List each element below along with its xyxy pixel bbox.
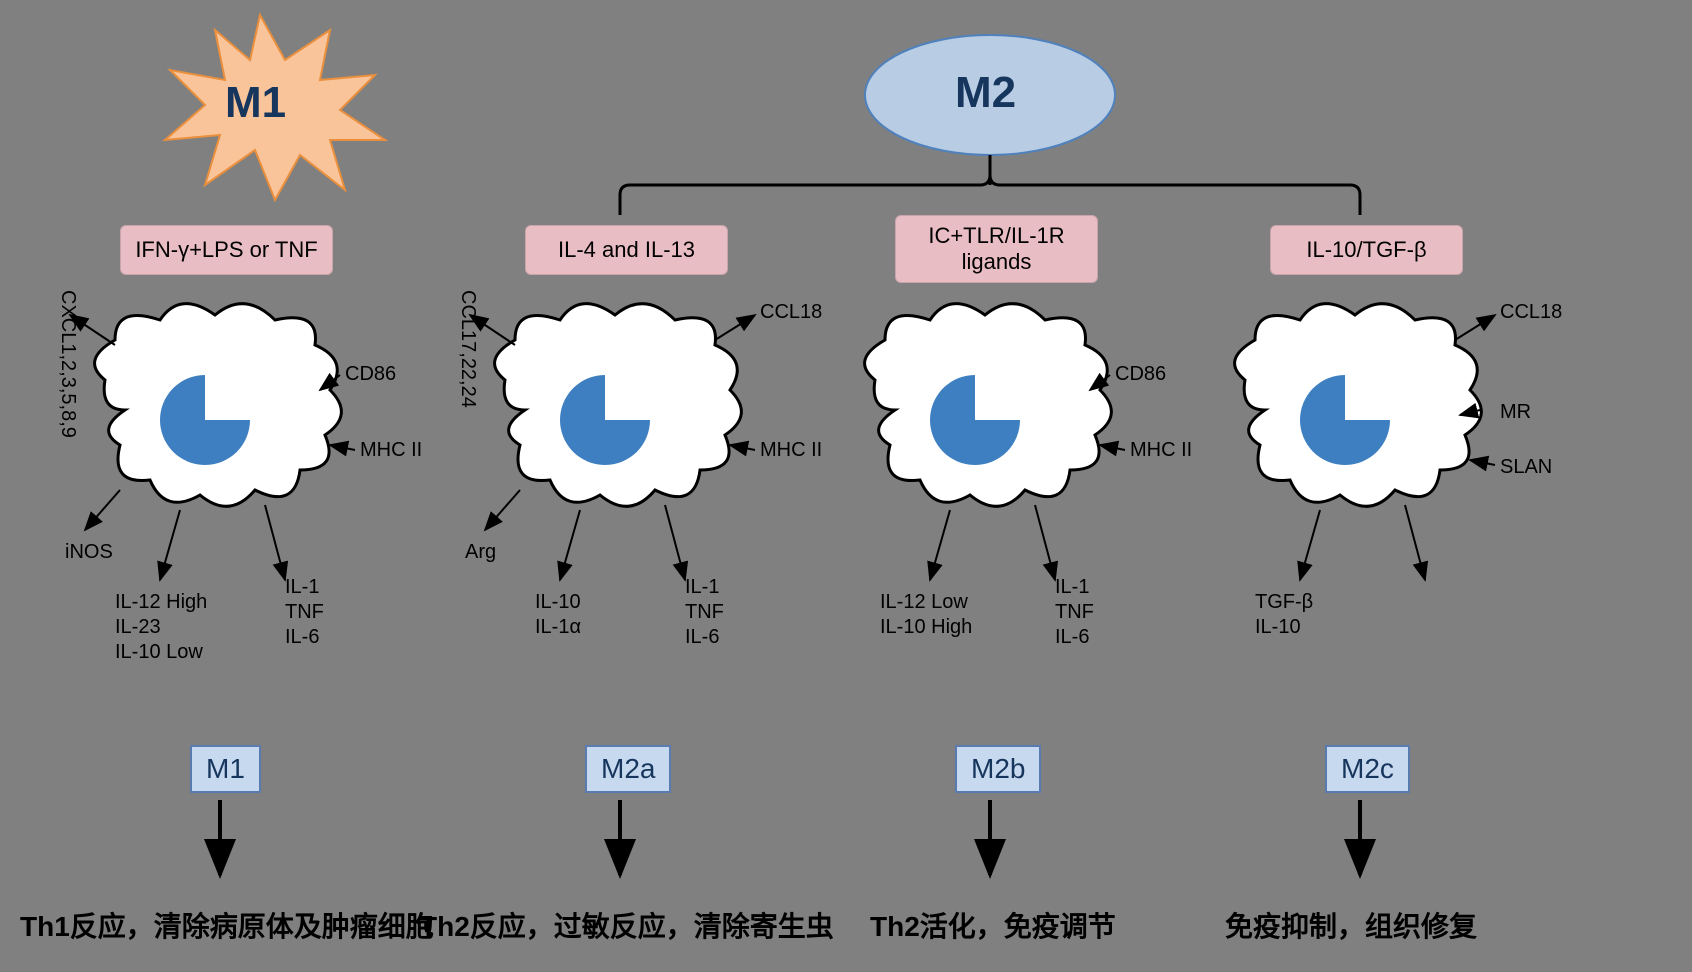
m2b-marker-cd86: CD86 <box>1115 362 1166 387</box>
cell-m2c <box>1235 304 1482 507</box>
function-m2a: Th2反应，过敏反应，清除寄生虫 <box>420 905 834 945</box>
m1-marker-cd86: CD86 <box>345 362 396 387</box>
m2c-marker-mr: MR <box>1500 400 1531 425</box>
subtype-m2a: M2a <box>585 745 671 793</box>
m2a-marker-cytokines-right: IL-1 TNF IL-6 <box>685 575 724 650</box>
m2b-marker-cytokines-left: IL-12 Low IL-10 High <box>880 590 972 640</box>
m2a-marker-topleft: CCL17,22,24 <box>455 290 480 408</box>
m2b-marker-cytokines-right: IL-1 TNF IL-6 <box>1055 575 1094 650</box>
subtype-m2c: M2c <box>1325 745 1410 793</box>
m1-marker-inos: iNOS <box>65 540 113 565</box>
stimulus-m2a: IL-4 and IL-13 <box>525 225 728 275</box>
m1-marker-topleft: CXCL1,2,3,5,8,9 <box>55 290 80 438</box>
stimulus-m1: IFN-γ+LPS or TNF <box>120 225 333 275</box>
cell-m1 <box>95 304 342 507</box>
subtype-m2b: M2b <box>955 745 1041 793</box>
m2-title: M2 <box>955 68 1016 118</box>
stimulus-m2c: IL-10/TGF-β <box>1270 225 1463 275</box>
m2b-marker-mhc2: MHC II <box>1130 438 1192 463</box>
m2a-marker-cytokines-left: IL-10 IL-1α <box>535 590 581 640</box>
m2c-marker-slan: SLAN <box>1500 455 1552 480</box>
m1-marker-cytokines-right: IL-1 TNF IL-6 <box>285 575 324 650</box>
function-m1: Th1反应，清除病原体及肿瘤细胞 <box>20 905 434 945</box>
cell-m2b <box>865 304 1112 507</box>
subtype-m1: M1 <box>190 745 261 793</box>
subtype-function-arrows <box>220 800 1360 875</box>
m2c-marker-cytokines-left: TGF-β IL-10 <box>1255 590 1313 640</box>
diagram-canvas: M1 M2 IFN-γ+LPS or TNF IL-4 and IL-13 IC… <box>0 0 1692 972</box>
m2c-marker-ccl18: CCL18 <box>1500 300 1562 325</box>
stimulus-m2b: IC+TLR/IL-1R ligands <box>895 215 1098 283</box>
m1-title: M1 <box>225 78 286 128</box>
m2a-marker-arg: Arg <box>465 540 496 565</box>
m2a-marker-ccl18: CCL18 <box>760 300 822 325</box>
function-m2c: 免疫抑制，组织修复 <box>1225 905 1477 945</box>
m1-marker-cytokines-left: IL-12 High IL-23 IL-10 Low <box>115 590 207 665</box>
m2-bracket <box>620 155 1360 215</box>
svg-layer <box>0 0 1692 972</box>
m1-marker-mhc2: MHC II <box>360 438 422 463</box>
function-m2b: Th2活化，免疫调节 <box>870 905 1116 945</box>
cell-m2a <box>495 304 742 507</box>
m2a-marker-mhc2: MHC II <box>760 438 822 463</box>
